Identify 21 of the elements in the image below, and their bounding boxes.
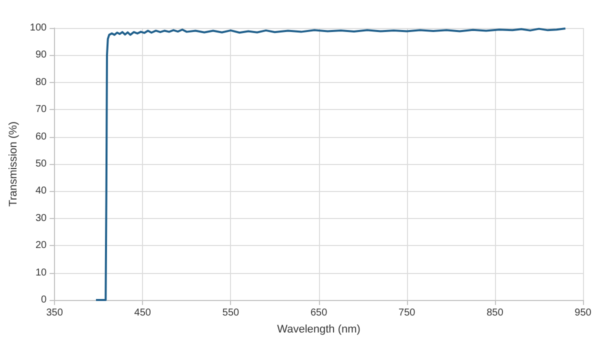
- y-tick-label: 90: [35, 50, 48, 61]
- y-tick-label: 10: [35, 267, 48, 278]
- x-tick-label: 550: [222, 308, 240, 318]
- x-tick-label: 350: [46, 308, 64, 318]
- x-tick-label: 750: [398, 308, 416, 318]
- x-tick-label: 850: [486, 308, 504, 318]
- y-tick-label: 20: [35, 240, 48, 252]
- x-axis-title: Wavelength (nm): [277, 324, 360, 336]
- y-axis-title: Transmission (%): [8, 121, 20, 207]
- y-tick-label: 100: [30, 22, 48, 34]
- x-tick-label: 950: [574, 308, 592, 318]
- y-tick-label: 0: [41, 294, 48, 306]
- y-tick-label: 80: [35, 76, 48, 88]
- y-tick-label: 70: [35, 104, 48, 116]
- y-tick-label: 30: [35, 212, 48, 224]
- x-tick-label: 650: [310, 308, 328, 318]
- line-series: [94, 28, 566, 301]
- y-tick-label: 50: [35, 158, 48, 170]
- x-tick-label: 450: [134, 308, 152, 318]
- y-tick-label: 60: [35, 131, 48, 142]
- y-tick-label: 40: [35, 186, 48, 197]
